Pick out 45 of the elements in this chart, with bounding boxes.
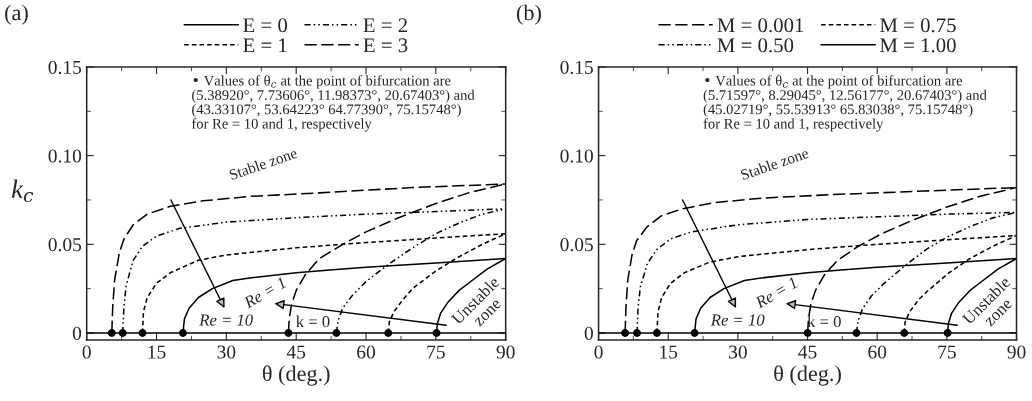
x-tick-label: 75 bbox=[427, 345, 445, 359]
legend-label: E = 3 bbox=[363, 38, 408, 53]
legend-label: E = 0 bbox=[243, 18, 288, 33]
x-tick-label: 15 bbox=[148, 345, 166, 359]
legend-label: M = 0.001 bbox=[717, 18, 804, 33]
y-tick-label: 0 bbox=[584, 326, 593, 340]
x-tick-label: 90 bbox=[1007, 345, 1026, 359]
legend-label: M = 1.00 bbox=[880, 38, 956, 53]
annotation: Re = 1 bbox=[754, 277, 798, 309]
x-tick-label: 0 bbox=[594, 345, 603, 359]
annotation: Stable zone bbox=[740, 147, 810, 181]
chart-title: (a) bbox=[5, 4, 28, 25]
x-tick-label: 45 bbox=[286, 345, 306, 359]
x-tick-label: 60 bbox=[357, 345, 375, 359]
chart-title: (b) bbox=[516, 4, 541, 25]
y-axis-title: k$_{c}$ bbox=[11, 179, 34, 203]
annotation: Re = 10 bbox=[199, 314, 253, 326]
legend-label: M = 0.75 bbox=[880, 18, 956, 33]
annotation: • Values of θ$_{c}$ at the point of bifurcation are (5.71597°, 8.29045°, 12.56177°, 20.67403°) and (45.02719°, 55.53913° 65.83038°, 75.15748°) for Re = 10 and 1, respectively bbox=[703, 75, 987, 132]
annotation: Stable zone bbox=[228, 147, 298, 181]
x-tick-label: 45 bbox=[798, 345, 817, 359]
y-tick-label: 0.15 bbox=[48, 60, 82, 74]
x-tick-label: 90 bbox=[496, 345, 515, 359]
y-tick-label: 0.10 bbox=[48, 149, 82, 163]
y-tick-label: 0.10 bbox=[560, 149, 593, 163]
legend-label: E = 1 bbox=[243, 38, 287, 53]
y-tick-label: 0.05 bbox=[48, 238, 82, 252]
x-tick-label: 30 bbox=[729, 345, 747, 359]
y-tick-label: 0.15 bbox=[560, 60, 593, 74]
x-tick-label: 75 bbox=[938, 345, 956, 359]
legend-label: E = 2 bbox=[363, 18, 408, 33]
x-tick-label: 30 bbox=[217, 345, 236, 359]
annotation: Re = 1 bbox=[242, 277, 287, 309]
annotation: • Values of θ$_{c}$ at the point of bifurcation are (5.38920°, 7.73606°, 11.98373°, 20.67403°) and (43.33107°, 53.64223° 64.77390°, 75.15748°) for Re = 10 and 1, respectively bbox=[191, 75, 475, 132]
x-tick-label: 60 bbox=[868, 345, 887, 359]
x-tick-label: 0 bbox=[82, 345, 91, 359]
annotation: k = 0 bbox=[296, 315, 330, 328]
y-tick-label: 0.05 bbox=[560, 238, 593, 252]
annotation: Re = 10 bbox=[710, 314, 765, 326]
annotation: k = 0 bbox=[807, 315, 841, 328]
x-axis-title: θ (deg.) bbox=[774, 365, 841, 386]
y-tick-label: 0 bbox=[72, 326, 82, 340]
legend-label: M = 0.50 bbox=[717, 38, 794, 53]
x-axis-title: θ (deg.) bbox=[262, 365, 330, 386]
x-tick-label: 15 bbox=[660, 345, 678, 359]
